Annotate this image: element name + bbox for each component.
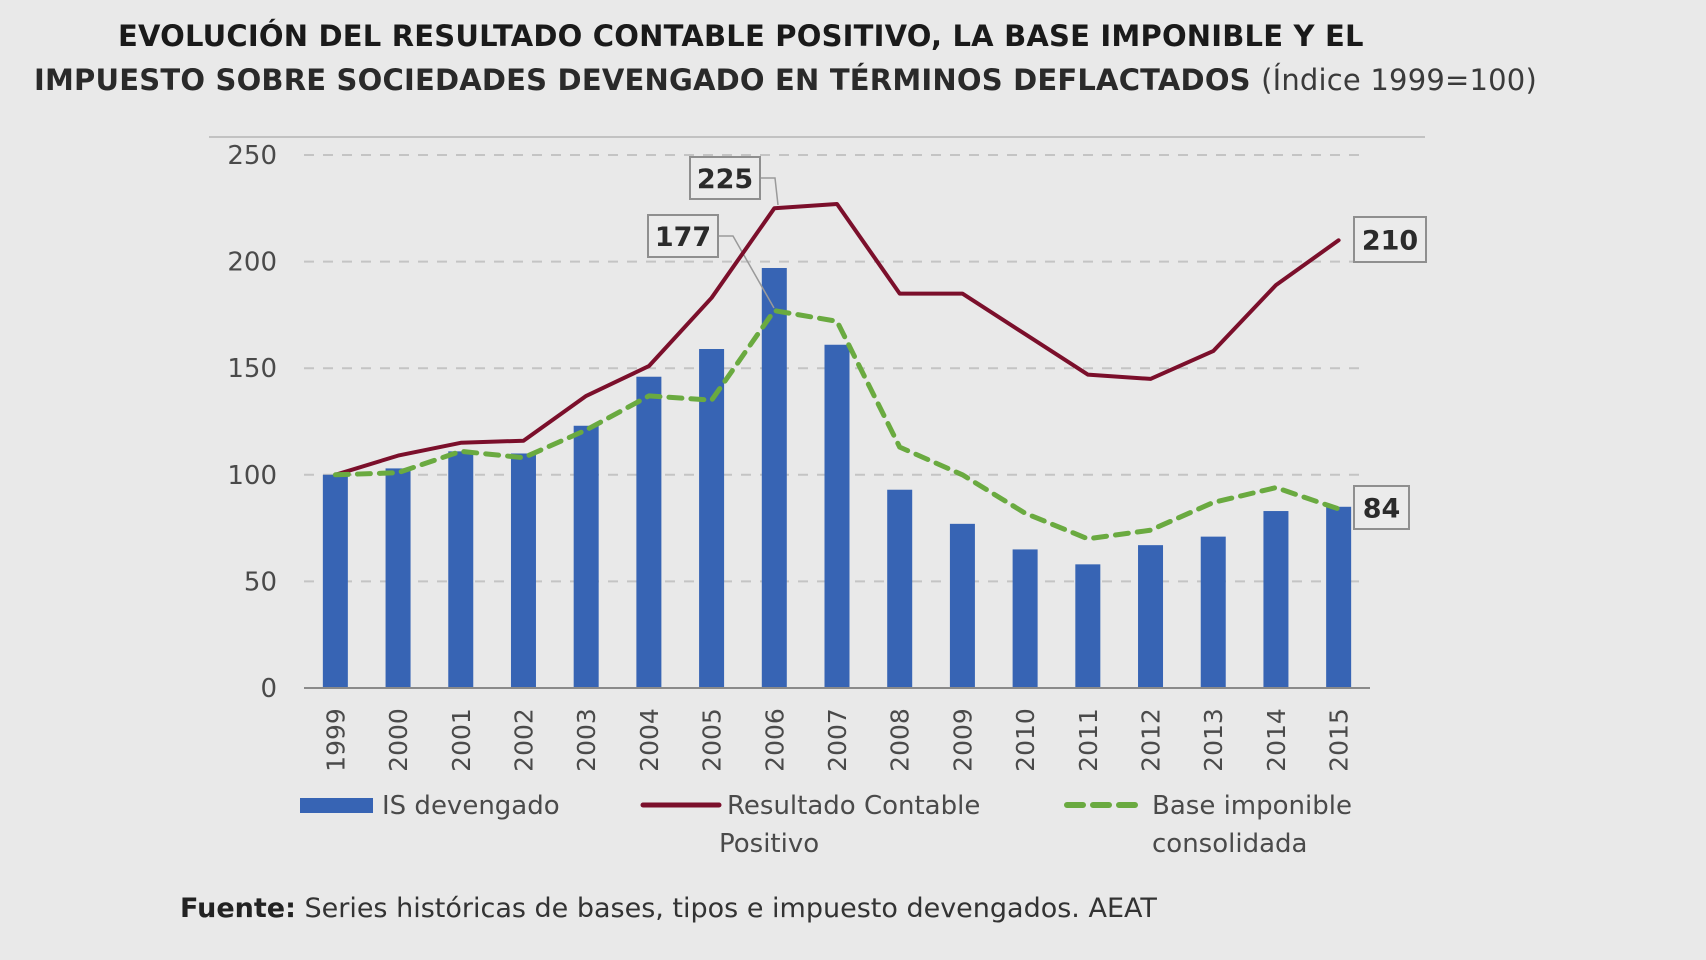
bar-series-is-devengado [322, 267, 1352, 688]
bar-2010 [1012, 549, 1038, 688]
data-callouts: 225 177 210 84 [647, 156, 1427, 530]
gridlines [304, 154, 1367, 583]
x-axis-ticks: 1999 2000 2001 2002 2003 2004 2005 2006 2007 2008… [321, 708, 1353, 772]
callout-leader-177 [718, 235, 775, 309]
x-tick-label: 2013 [1199, 708, 1228, 772]
bar-2002 [510, 453, 536, 688]
callout-label: 84 [1363, 494, 1401, 525]
x-tick-label: 2000 [384, 708, 413, 772]
x-tick-label: 2007 [823, 708, 852, 772]
legend-label: IS devengado [382, 791, 560, 821]
source-note: Fuente: Series históricas de bases, tipo… [180, 893, 1157, 924]
x-tick-label: 2014 [1262, 708, 1291, 772]
callout-box-177 [647, 214, 719, 258]
x-tick-label: 2003 [572, 708, 601, 772]
x-tick-label: 2012 [1137, 708, 1166, 772]
x-tick-label: 2011 [1074, 708, 1103, 772]
bar-2012 [1138, 545, 1164, 688]
x-tick-label: 2008 [886, 708, 915, 772]
legend-label: Resultado Contable [727, 791, 980, 821]
y-tick-label: 0 [260, 674, 277, 704]
bar-2006 [761, 267, 787, 688]
line-series-base-imponible [332, 308, 1342, 542]
legend-item-base-imponible: Base imponible consolidada [1064, 791, 1352, 859]
legend-label: consolidada [1152, 829, 1307, 859]
bar-2007 [824, 344, 850, 688]
legend-label: Base imponible [1152, 791, 1352, 821]
bar-2014 [1263, 511, 1289, 688]
callout-box-84 [1353, 485, 1410, 530]
bar-1999 [322, 474, 348, 688]
title-line-2-main: IMPUESTO SOBRE SOCIEDADES DEVENGADO EN T… [34, 63, 1251, 97]
bar-2011 [1075, 564, 1101, 688]
y-tick-label: 50 [244, 567, 277, 597]
callout-leader-225 [760, 177, 779, 206]
y-tick-label: 150 [227, 354, 277, 384]
bar-2013 [1200, 536, 1226, 688]
bar-2000 [385, 468, 411, 688]
y-tick-label: 200 [227, 248, 277, 278]
bar-2008 [887, 489, 913, 688]
chart-title: EVOLUCIÓN DEL RESULTADO CONTABLE POSITIV… [0, 14, 1706, 102]
legend: IS devengado Resultado Contable Positivo Ba… [300, 791, 1352, 859]
y-tick-label: 250 [227, 141, 277, 171]
x-tick-label: 2015 [1325, 708, 1354, 772]
callout-box-210 [1353, 216, 1427, 263]
callout-leaders [718, 177, 779, 309]
x-tick-label: 2005 [698, 708, 727, 772]
bar-2001 [448, 451, 474, 688]
callout-label: 225 [697, 164, 753, 195]
title-line-1: EVOLUCIÓN DEL RESULTADO CONTABLE POSITIV… [118, 19, 1364, 53]
legend-label: Positivo [719, 829, 819, 859]
callout-label: 210 [1362, 226, 1418, 257]
bar-2004 [636, 376, 662, 688]
x-tick-label: 2001 [447, 708, 476, 772]
title-line-2: IMPUESTO SOBRE SOCIEDADES DEVENGADO EN T… [0, 58, 1706, 102]
x-tick-label: 2006 [760, 708, 789, 772]
bar-2015 [1326, 506, 1352, 688]
y-tick-label: 100 [227, 461, 277, 491]
legend-item-resultado-contable: Resultado Contable Positivo [640, 791, 980, 859]
bar-2003 [573, 425, 599, 688]
bar-2009 [949, 523, 975, 688]
title-index-note: (Índice 1999=100) [1261, 63, 1537, 97]
bar-2005 [699, 349, 725, 688]
source-text: Series históricas de bases, tipos e impu… [304, 893, 1157, 924]
y-axis-ticks: 0 50 100 150 200 250 [227, 141, 277, 704]
x-tick-label: 2010 [1011, 708, 1040, 772]
callout-box-225 [689, 156, 761, 200]
source-label: Fuente: [180, 893, 296, 924]
x-tick-label: 2009 [948, 708, 977, 772]
x-tick-label: 1999 [321, 708, 350, 772]
legend-swatch-bar [300, 798, 373, 813]
callout-label: 177 [655, 222, 711, 253]
x-tick-label: 2004 [635, 708, 664, 772]
legend-item-is-devengado: IS devengado [300, 791, 560, 821]
x-tick-label: 2002 [509, 708, 538, 772]
line-series-resultado-contable [333, 202, 1341, 477]
